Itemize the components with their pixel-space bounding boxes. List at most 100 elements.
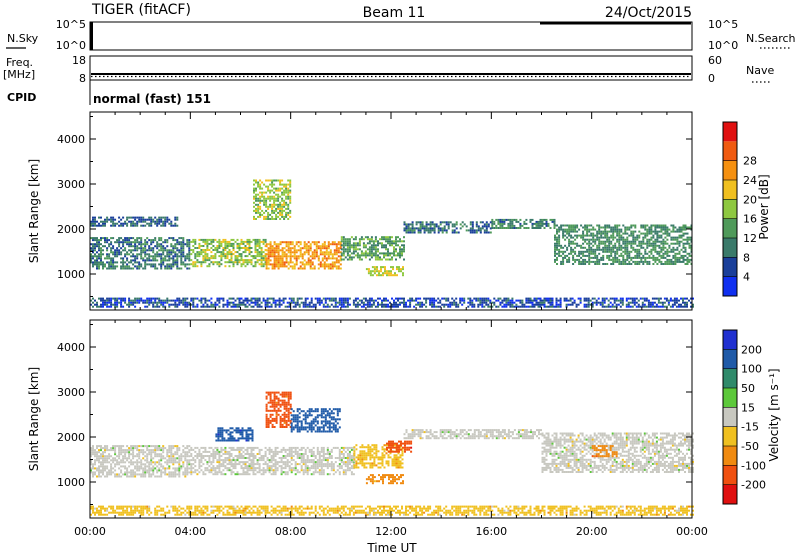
scatter-cell: [240, 446, 243, 449]
scatter-cell: [240, 473, 243, 476]
scatter-cell: [228, 467, 231, 470]
scatter-cell: [240, 461, 243, 464]
scatter-cell: [640, 256, 643, 259]
scatter-cell: [377, 303, 379, 306]
scatter-cell: [162, 220, 165, 223]
scatter-cell: [599, 303, 602, 306]
scatter-cell: [279, 243, 282, 246]
scatter-cell: [631, 299, 634, 302]
scatter-cell: [102, 469, 104, 472]
scatter-cell: [678, 252, 681, 255]
scatter-cell: [208, 238, 211, 241]
scatter-cell: [154, 245, 157, 248]
scatter-cell: [92, 222, 94, 225]
scatter-cell: [190, 459, 193, 462]
scatter-cell: [102, 222, 104, 225]
scatter-cell: [684, 250, 687, 253]
scatter-cell: [376, 268, 378, 271]
scatter-cell: [180, 261, 183, 264]
scatter-cell: [150, 463, 153, 466]
scatter-cell: [505, 301, 508, 304]
scatter-cell: [124, 467, 127, 470]
scatter-cell: [152, 461, 155, 464]
scatter-cell: [168, 299, 171, 302]
scatter-cell: [576, 234, 579, 237]
scatter-cell: [268, 301, 271, 304]
scatter-cell: [238, 247, 241, 249]
scatter-cell: [120, 257, 123, 260]
scatter-cell: [614, 258, 617, 261]
scatter-cell: [642, 232, 645, 235]
scatter-cell: [96, 237, 98, 240]
scatter-cell: [164, 457, 167, 460]
scatter-cell: [178, 241, 181, 244]
scatter-cell: [246, 240, 249, 243]
scatter-cell: [126, 237, 129, 240]
scatter-cell: [616, 230, 619, 233]
scatter-cell: [564, 244, 567, 247]
scatter-cell: [619, 301, 622, 304]
scatter-cell: [277, 259, 280, 262]
scatter-cell: [198, 463, 201, 466]
scatter-cell: [606, 234, 609, 237]
scatter-cell: [168, 305, 171, 308]
scatter-cell: [354, 254, 357, 257]
scatter-cell: [196, 473, 199, 476]
scatter-cell: [192, 238, 195, 241]
scatter-cell: [198, 467, 201, 470]
scatter-cell: [114, 473, 117, 476]
scatter-cell: [275, 215, 278, 218]
scatter-cell: [358, 254, 361, 257]
scatter-cell: [118, 457, 121, 460]
scatter-cell: [509, 299, 512, 302]
scatter-cell: [301, 267, 304, 270]
scatter-cell: [666, 238, 669, 241]
scatter-cell: [130, 473, 133, 476]
scatter-cell: [162, 222, 165, 225]
scatter-cell: [248, 245, 251, 247]
scatter-cell: [288, 303, 291, 306]
scatter-cell: [437, 227, 440, 230]
scatter-cell: [475, 221, 478, 224]
scatter-cell: [611, 297, 614, 300]
scatter-cell: [391, 256, 393, 259]
scatter-cell: [354, 242, 357, 245]
scatter-cell: [525, 305, 528, 308]
scatter-cell: [150, 247, 153, 250]
scatter-cell: [684, 301, 686, 304]
scatter-cell: [265, 265, 268, 268]
scatter-cell: [612, 228, 615, 231]
scatter-cell: [348, 258, 351, 261]
scatter-cell: [100, 471, 102, 474]
scatter-cell: [196, 297, 199, 300]
scatter-cell: [680, 236, 683, 239]
scatter-cell: [447, 303, 450, 306]
scatter-cell: [154, 449, 157, 452]
scatter-cell: [216, 446, 219, 449]
scatter-cell: [106, 471, 109, 474]
scatter-cell: [630, 242, 633, 245]
scatter-cell: [333, 253, 336, 256]
scatter-cell: [580, 224, 583, 227]
scatter-cell: [340, 240, 343, 243]
scatter-cell: [202, 297, 205, 300]
scatter-cell: [348, 240, 351, 243]
scatter-cell: [567, 303, 570, 306]
scatter-cell: [146, 259, 149, 262]
scatter-cell: [574, 242, 577, 245]
scatter-cell: [403, 301, 405, 304]
scatter-cell: [327, 255, 330, 258]
scatter-cell: [150, 297, 153, 300]
scatter-cell: [401, 297, 403, 300]
scatter-cell: [118, 239, 121, 242]
scatter-cell: [294, 305, 297, 308]
scatter-cell: [126, 263, 129, 266]
scatter-cell: [603, 305, 606, 308]
scatter-cell: [449, 305, 452, 308]
scatter-cell: [598, 230, 601, 233]
scatter-cell: [128, 299, 131, 302]
scatter-cell: [202, 463, 205, 466]
scatter-cell: [116, 222, 119, 225]
scatter-cell: [152, 469, 155, 472]
scatter-cell: [574, 224, 577, 227]
